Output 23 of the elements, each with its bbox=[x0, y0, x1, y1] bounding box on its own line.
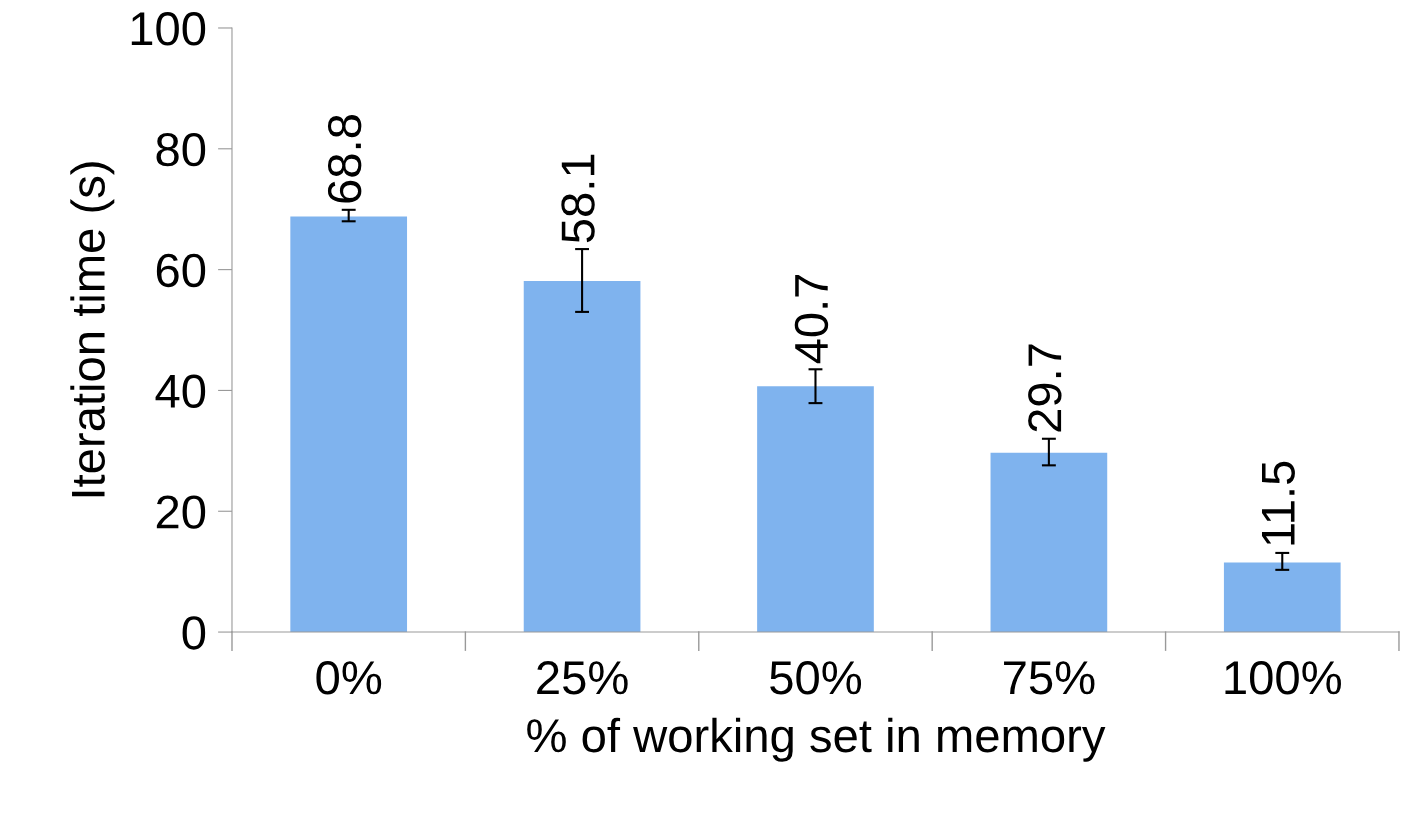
y-tick-label: 60 bbox=[156, 253, 206, 288]
bar bbox=[290, 216, 408, 633]
data-label: 68.8 bbox=[327, 115, 362, 203]
data-label: 11.5 bbox=[1262, 461, 1295, 545]
y-tick-label: 80 bbox=[156, 132, 206, 167]
data-label: 29.7 bbox=[1028, 344, 1062, 432]
bar bbox=[1223, 562, 1341, 633]
x-tick-label: 25% bbox=[537, 661, 628, 695]
x-tick-label: 100% bbox=[1225, 661, 1341, 695]
y-tick-label: 0 bbox=[182, 616, 206, 650]
y-tick-label: 40 bbox=[155, 374, 206, 409]
x-tick-label: 0% bbox=[316, 661, 382, 695]
x-tick-label: 75% bbox=[1004, 661, 1095, 695]
y-tick-label: 20 bbox=[156, 495, 206, 529]
y-tick-label: 100 bbox=[131, 12, 206, 46]
data-label: 58.1 bbox=[561, 154, 595, 243]
bar bbox=[757, 386, 874, 633]
y-axis-title: Iteration time (s) bbox=[70, 162, 115, 497]
data-label: 40.7 bbox=[794, 274, 829, 364]
x-tick-label: 50% bbox=[770, 661, 862, 695]
bar bbox=[990, 452, 1108, 633]
x-axis-title: % of working set in memory bbox=[527, 717, 1106, 762]
bar bbox=[523, 281, 641, 633]
